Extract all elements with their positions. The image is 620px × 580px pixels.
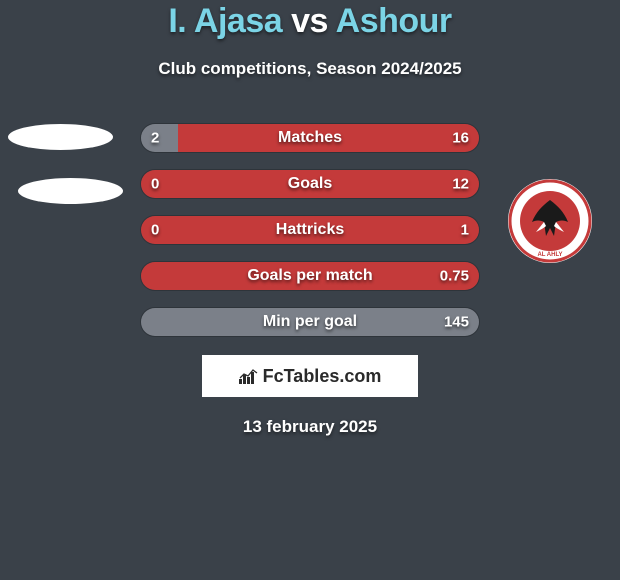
fctables-icon [239,368,259,384]
stat-bar: Min per goal 145 [140,307,480,337]
stat-value-right: 16 [452,130,469,147]
stat-label: Min per goal [263,313,357,331]
date: 13 february 2025 [0,417,620,437]
player1-club-placeholder [18,178,123,204]
player2-club-crest: AL AHLY [500,178,600,264]
stat-value-right: 0.75 [440,268,469,285]
stat-bar: Goals per match 0.75 [140,261,480,291]
stat-row: Goals per match 0.75 [0,261,620,291]
stat-label: Hattricks [276,221,344,239]
stat-value-right: 145 [444,314,469,331]
stat-value-left: 2 [151,130,159,147]
stat-value-right: 1 [461,222,469,239]
svg-text:AL AHLY: AL AHLY [537,252,562,258]
stat-bar: Matches 2 16 [140,123,480,153]
player1-name: I. Ajasa [168,2,282,40]
fctables-text: FcTables.com [263,366,382,387]
stat-row: Min per goal 145 [0,307,620,337]
stat-value-left: 0 [151,176,159,193]
stat-value-right: 12 [452,176,469,193]
title-block: I. Ajasa vs Ashour [0,2,620,41]
player1-photo-placeholder [8,124,113,150]
subtitle: Club competitions, Season 2024/2025 [0,59,620,79]
stat-bar: Goals 0 12 [140,169,480,199]
stat-label: Matches [278,129,342,147]
fctables-watermark: FcTables.com [202,355,418,397]
player2-name: Ashour [336,2,452,40]
stat-label: Goals per match [247,267,372,285]
vs-text: vs [291,2,328,40]
stat-label: Goals [288,175,332,193]
stat-value-left: 0 [151,222,159,239]
title: I. Ajasa vs Ashour [168,2,451,41]
stat-bar: Hattricks 0 1 [140,215,480,245]
fctables-label: FcTables.com [239,366,382,387]
stat-bar-left [141,124,178,152]
